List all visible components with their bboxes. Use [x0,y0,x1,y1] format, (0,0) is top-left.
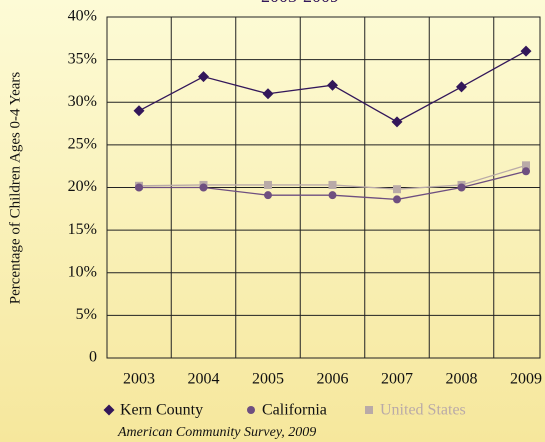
data-point [328,191,337,200]
legend-marker [365,406,373,414]
source-note: American Community Survey, 2009 [117,425,316,440]
legend-label: Kern County [120,402,203,419]
y-axis-label: Percentage of Children Ages 0-4 Years [7,72,23,305]
x-tick-label: 2004 [188,371,220,388]
data-point [328,180,337,189]
data-point [522,161,530,170]
y-tick-label: 15% [68,221,97,238]
chart-title: 2003-2009 [261,0,339,6]
y-tick-label: 0 [89,349,97,366]
x-tick-label: 2009 [510,371,542,388]
data-point [393,195,401,204]
data-point [393,185,401,194]
y-tick-label: 25% [68,136,97,153]
data-point [520,45,532,57]
data-point [456,81,467,93]
x-tick-label: 2005 [252,371,284,388]
y-tick-label: 20% [68,178,97,195]
data-point [264,180,272,189]
legend-marker [247,406,255,414]
data-point [198,71,209,83]
data-point [133,105,145,117]
data-point [264,191,272,200]
data-point [135,183,143,192]
data-point [327,79,338,91]
y-tick-label: 40% [68,8,97,25]
data-point [391,116,403,128]
data-point [199,183,208,192]
data-point [262,88,274,100]
x-tick-label: 2007 [381,371,413,388]
x-tick-label: 2006 [317,371,349,388]
legend-marker [103,404,115,416]
x-tick-label: 2008 [446,371,478,388]
legend-label: United States [380,402,466,419]
y-tick-label: 30% [68,93,97,110]
y-tick-label: 10% [68,263,97,280]
data-point [457,183,466,192]
y-tick-label: 35% [68,50,97,67]
x-tick-label: 2003 [123,371,155,388]
y-tick-label: 5% [76,306,97,323]
data-point [522,167,530,176]
legend-label: California [262,402,327,419]
